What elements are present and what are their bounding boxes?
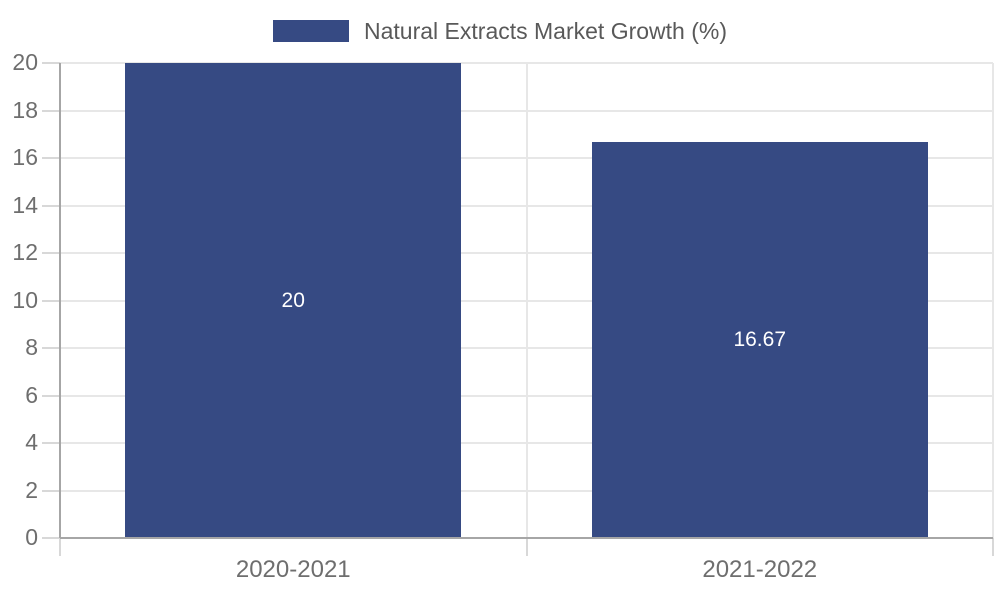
x-axis-line [60,537,993,539]
y-tick-label: 0 [25,524,38,551]
y-tick-label: 20 [12,49,38,76]
x-tick-label: 2020-2021 [235,556,351,583]
y-axis-tick [42,62,60,64]
y-axis-tick [42,394,60,397]
legend-swatch-icon [273,20,350,42]
bar-value-label: 16.67 [733,328,787,352]
x-axis-tick [992,538,994,556]
y-axis-line [59,63,61,538]
bar-value-label: 20 [281,288,305,312]
y-axis-tick [42,109,60,112]
x-axis-tick [525,538,528,556]
y-axis-tick [42,299,60,302]
y-tick-label: 8 [25,334,38,361]
legend-label: Natural Extracts Market Growth (%) [364,17,727,44]
y-axis-tick [42,489,60,492]
y-tick-label: 2 [25,476,38,503]
y-axis-tick [42,347,60,349]
y-tick-label: 18 [12,96,38,123]
y-tick-label: 16 [12,144,38,171]
y-tick-label: 6 [25,381,38,408]
legend-item[interactable]: Natural Extracts Market Growth (%) [0,17,1000,45]
y-axis-tick [42,442,60,444]
y-tick-label: 10 [12,286,38,313]
y-axis-tick [42,204,60,207]
y-tick-label: 4 [25,429,38,456]
x-axis-tick [59,538,61,556]
y-tick-label: 14 [12,191,38,218]
y-axis-tick [42,252,60,254]
bar[interactable]: 20 [125,63,462,538]
y-axis-tick [42,157,60,159]
y-tick-label: 12 [12,239,38,266]
x-tick-label: 2021-2022 [702,556,818,583]
bar[interactable]: 16.67 [591,142,928,538]
y-axis-tick [42,537,60,539]
gridline-x [525,63,528,538]
gridline-x [992,63,994,538]
